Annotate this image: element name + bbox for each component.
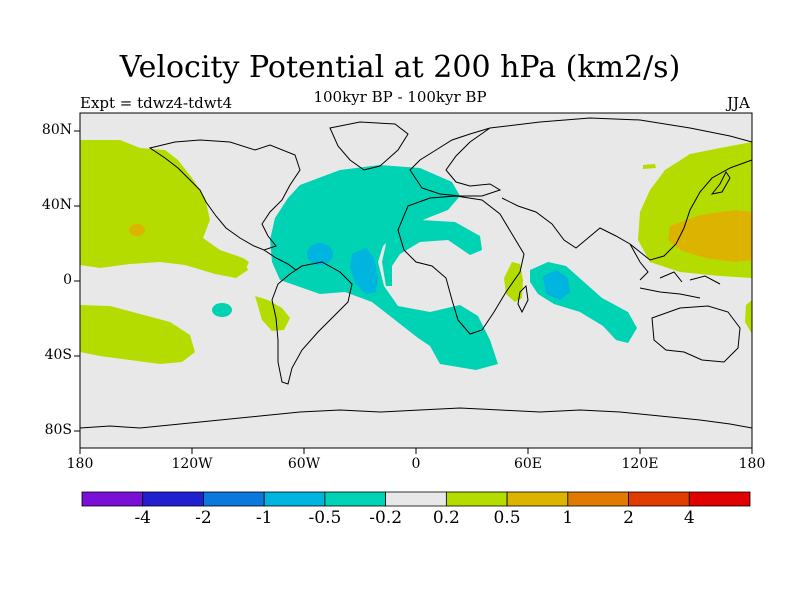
north-america-outline <box>148 139 301 251</box>
atlantic-ring-region <box>382 220 482 286</box>
west-pacific-strong-positive-region <box>668 210 752 262</box>
colorbar-label: -1 <box>255 508 273 528</box>
experiment-label: Expt = tdwz4-tdwt4 <box>80 94 233 112</box>
colorbar-label: -0.5 <box>308 508 342 528</box>
madagascar-outline <box>517 284 529 314</box>
equatorial-atlantic-strong-negative-region <box>350 248 378 294</box>
arabian-positive-spot <box>643 164 656 169</box>
africa-outline <box>397 195 525 335</box>
colorbar-label: -2 <box>195 508 212 528</box>
colorbar-label: 1 <box>562 508 574 528</box>
map-panel <box>80 113 752 448</box>
longitude-tick-label: 60E <box>513 456 543 472</box>
east-pacific-small-positive-region <box>241 258 249 268</box>
colorbar-swatch <box>203 491 265 507</box>
colorbar-swatch <box>81 491 144 507</box>
caribbean-strong-negative-region <box>307 243 333 265</box>
asia-outline <box>489 117 752 261</box>
indonesia-outline <box>639 271 721 299</box>
indian-ocean-strong-negative-region <box>543 270 570 300</box>
colorbar-label: 4 <box>683 508 695 528</box>
latitude-tick-label: 80N <box>41 122 72 138</box>
colorbar-label: 0.2 <box>432 508 460 528</box>
south-america-outline <box>271 261 353 385</box>
longitude-tick-label: 180 <box>738 456 766 472</box>
antarctica-outline <box>80 407 752 429</box>
indochina-outline <box>629 243 649 281</box>
longitude-tick-label: 120E <box>621 456 659 472</box>
colorbar-swatch <box>628 491 690 507</box>
latitude-tick-label: 0 <box>63 272 72 288</box>
colorbar-label: 0.5 <box>493 508 521 528</box>
north-pacific-positive-region <box>80 140 248 278</box>
colorbar-swatch <box>567 491 629 507</box>
colorbar-swatch <box>263 491 326 507</box>
map-title: Velocity Potential at 200 hPa (km2/s) <box>119 50 681 85</box>
longitude-tick-label: 0 <box>411 456 421 472</box>
south-pacific-positive-region <box>80 305 195 364</box>
strong-positive-regions <box>129 210 752 262</box>
colorbar-swatch <box>445 491 508 507</box>
axis-tick-marks <box>74 130 753 454</box>
colorbar-label: -4 <box>134 508 151 528</box>
japan-outline <box>710 171 731 195</box>
colorbar-swatch <box>142 491 204 507</box>
map-background <box>80 113 752 448</box>
australia-outline <box>651 305 741 363</box>
atlantic-negative-region <box>270 165 498 370</box>
map-subtitle: 100kyr BP - 100kyr BP <box>313 88 487 106</box>
latitude-tick-label: 40S <box>44 347 72 363</box>
colorbar-swatch <box>688 491 751 507</box>
pacific-strong-positive-spot <box>129 224 145 236</box>
south-america-positive-region <box>255 296 290 331</box>
colorbar-swatch <box>506 491 569 507</box>
colorbar-label: 2 <box>623 508 634 528</box>
colorbar-swatch <box>324 491 387 507</box>
longitude-tick-label: 60W <box>287 456 321 472</box>
east-pacific-negative-spot <box>212 303 232 317</box>
longitude-tick-label: 120W <box>171 456 213 472</box>
colorbar-swatch <box>385 491 447 507</box>
colorbar <box>81 491 751 507</box>
colorbar-label: -0.2 <box>369 508 403 528</box>
positive-anomaly-regions <box>80 140 752 364</box>
season-label: JJA <box>727 94 750 112</box>
latitude-tick-label: 80S <box>44 422 72 438</box>
longitude-tick-label: 180 <box>66 456 94 472</box>
greenland-outline <box>329 121 409 171</box>
far-east-south-positive-region <box>745 300 752 334</box>
latitude-tick-label: 40N <box>41 197 72 213</box>
strong-negative-regions <box>307 243 570 300</box>
coastlines <box>80 117 752 429</box>
